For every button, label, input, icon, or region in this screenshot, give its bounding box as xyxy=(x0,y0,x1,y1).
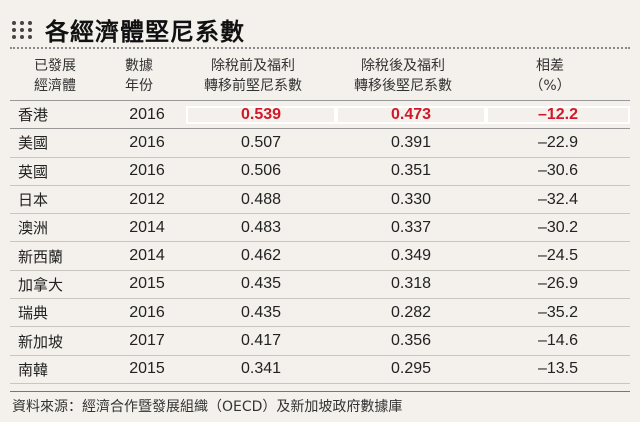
table-row: 加拿大 2015 0.435 0.318 –26.9 xyxy=(10,271,630,300)
table-row: 日本 2012 0.488 0.330 –32.4 xyxy=(10,186,630,215)
source-note: 資料來源：經濟合作暨發展組織（OECD）及新加坡政府數據庫 xyxy=(12,399,403,415)
header-economy: 已發展 經濟體 xyxy=(34,58,76,94)
cell-before: 0.507 xyxy=(240,133,282,151)
cell-year: 2016 xyxy=(129,105,165,123)
cell-year: 2016 xyxy=(129,162,165,180)
cell-after: 0.349 xyxy=(390,247,432,265)
cell-economy: 新西蘭 xyxy=(18,247,64,266)
cell-economy: 瑞典 xyxy=(18,304,49,323)
cell-after: 0.282 xyxy=(390,303,432,321)
cell-before: 0.435 xyxy=(240,275,282,293)
cell-economy: 美國 xyxy=(18,134,49,153)
cell-diff: –30.2 xyxy=(537,218,579,236)
header-diff: 相差 （%） xyxy=(529,58,571,94)
cell-diff: –26.9 xyxy=(537,275,579,293)
cell-economy: 加拿大 xyxy=(18,275,64,294)
cell-diff: –14.6 xyxy=(537,332,579,350)
cell-before: 0.506 xyxy=(240,162,282,180)
table-header: 已發展 經濟體 數據 年份 除稅前及福利 轉移前堅尼系數 除稅後及福利 轉移後堅… xyxy=(10,52,630,101)
cell-after: 0.330 xyxy=(390,190,432,208)
cell-economy: 日本 xyxy=(18,191,49,210)
table-row: 瑞典 2016 0.435 0.282 –35.2 xyxy=(10,299,630,328)
cell-after: 0.391 xyxy=(390,133,432,151)
cell-before: 0.341 xyxy=(240,360,282,378)
cell-year: 2012 xyxy=(129,190,165,208)
cell-diff: –12.2 xyxy=(486,106,630,124)
cell-year: 2016 xyxy=(129,303,165,321)
table-row: 新加坡 2017 0.417 0.356 –14.6 xyxy=(10,327,630,356)
cell-after: 0.351 xyxy=(390,162,432,180)
title-block: 各經濟體堅尼系數 xyxy=(12,12,245,47)
cell-diff: –32.4 xyxy=(537,190,579,208)
cell-before: 0.483 xyxy=(240,218,282,236)
cell-diff: –22.9 xyxy=(537,133,579,151)
cell-after: 0.473 xyxy=(336,106,486,124)
cell-year: 2014 xyxy=(129,218,165,236)
cell-year: 2016 xyxy=(129,133,165,151)
dots-icon xyxy=(12,20,33,39)
table-row: 南韓 2015 0.341 0.295 –13.5 xyxy=(10,356,630,384)
table-row: 英國 2016 0.506 0.351 –30.6 xyxy=(10,158,630,186)
divider xyxy=(10,391,630,392)
header-after: 除稅後及福利 轉移後堅尼系數 xyxy=(354,58,452,94)
cell-before: 0.539 xyxy=(186,106,336,124)
header-before: 除稅前及福利 轉移前堅尼系數 xyxy=(204,58,302,94)
cell-diff: –24.5 xyxy=(537,247,579,265)
cell-before: 0.462 xyxy=(240,247,282,265)
cell-economy: 澳洲 xyxy=(18,219,49,238)
cell-economy: 南韓 xyxy=(18,360,49,379)
cell-year: 2017 xyxy=(129,332,165,350)
gini-table: 已發展 經濟體 數據 年份 除稅前及福利 轉移前堅尼系數 除稅後及福利 轉移後堅… xyxy=(10,52,630,384)
table-row: 美國 2016 0.507 0.391 –22.9 xyxy=(10,129,630,158)
cell-diff: –13.5 xyxy=(537,360,579,378)
page-title: 各經濟體堅尼系數 xyxy=(45,17,245,46)
cell-year: 2015 xyxy=(129,275,165,293)
cell-after: 0.337 xyxy=(390,218,432,236)
cell-before: 0.435 xyxy=(240,303,282,321)
table-row: 新西蘭 2014 0.462 0.349 –24.5 xyxy=(10,242,630,271)
cell-before: 0.488 xyxy=(240,190,282,208)
cell-after: 0.318 xyxy=(390,275,432,293)
cell-year: 2014 xyxy=(129,247,165,265)
cell-diff: –30.6 xyxy=(537,162,579,180)
cell-after: 0.295 xyxy=(390,360,432,378)
cell-before: 0.417 xyxy=(240,332,282,350)
cell-economy: 新加坡 xyxy=(18,332,64,351)
cell-year: 2015 xyxy=(129,360,165,378)
table-row: 澳洲 2014 0.483 0.337 –30.2 xyxy=(10,214,630,243)
cell-after: 0.356 xyxy=(390,332,432,350)
divider xyxy=(10,47,630,49)
cell-economy: 英國 xyxy=(18,162,49,181)
table-row: 香港 2016 0.539 0.473 –12.2 xyxy=(10,101,630,130)
cell-diff: –35.2 xyxy=(537,303,579,321)
header-year: 數據 年份 xyxy=(125,58,153,94)
cell-economy: 香港 xyxy=(18,106,49,125)
